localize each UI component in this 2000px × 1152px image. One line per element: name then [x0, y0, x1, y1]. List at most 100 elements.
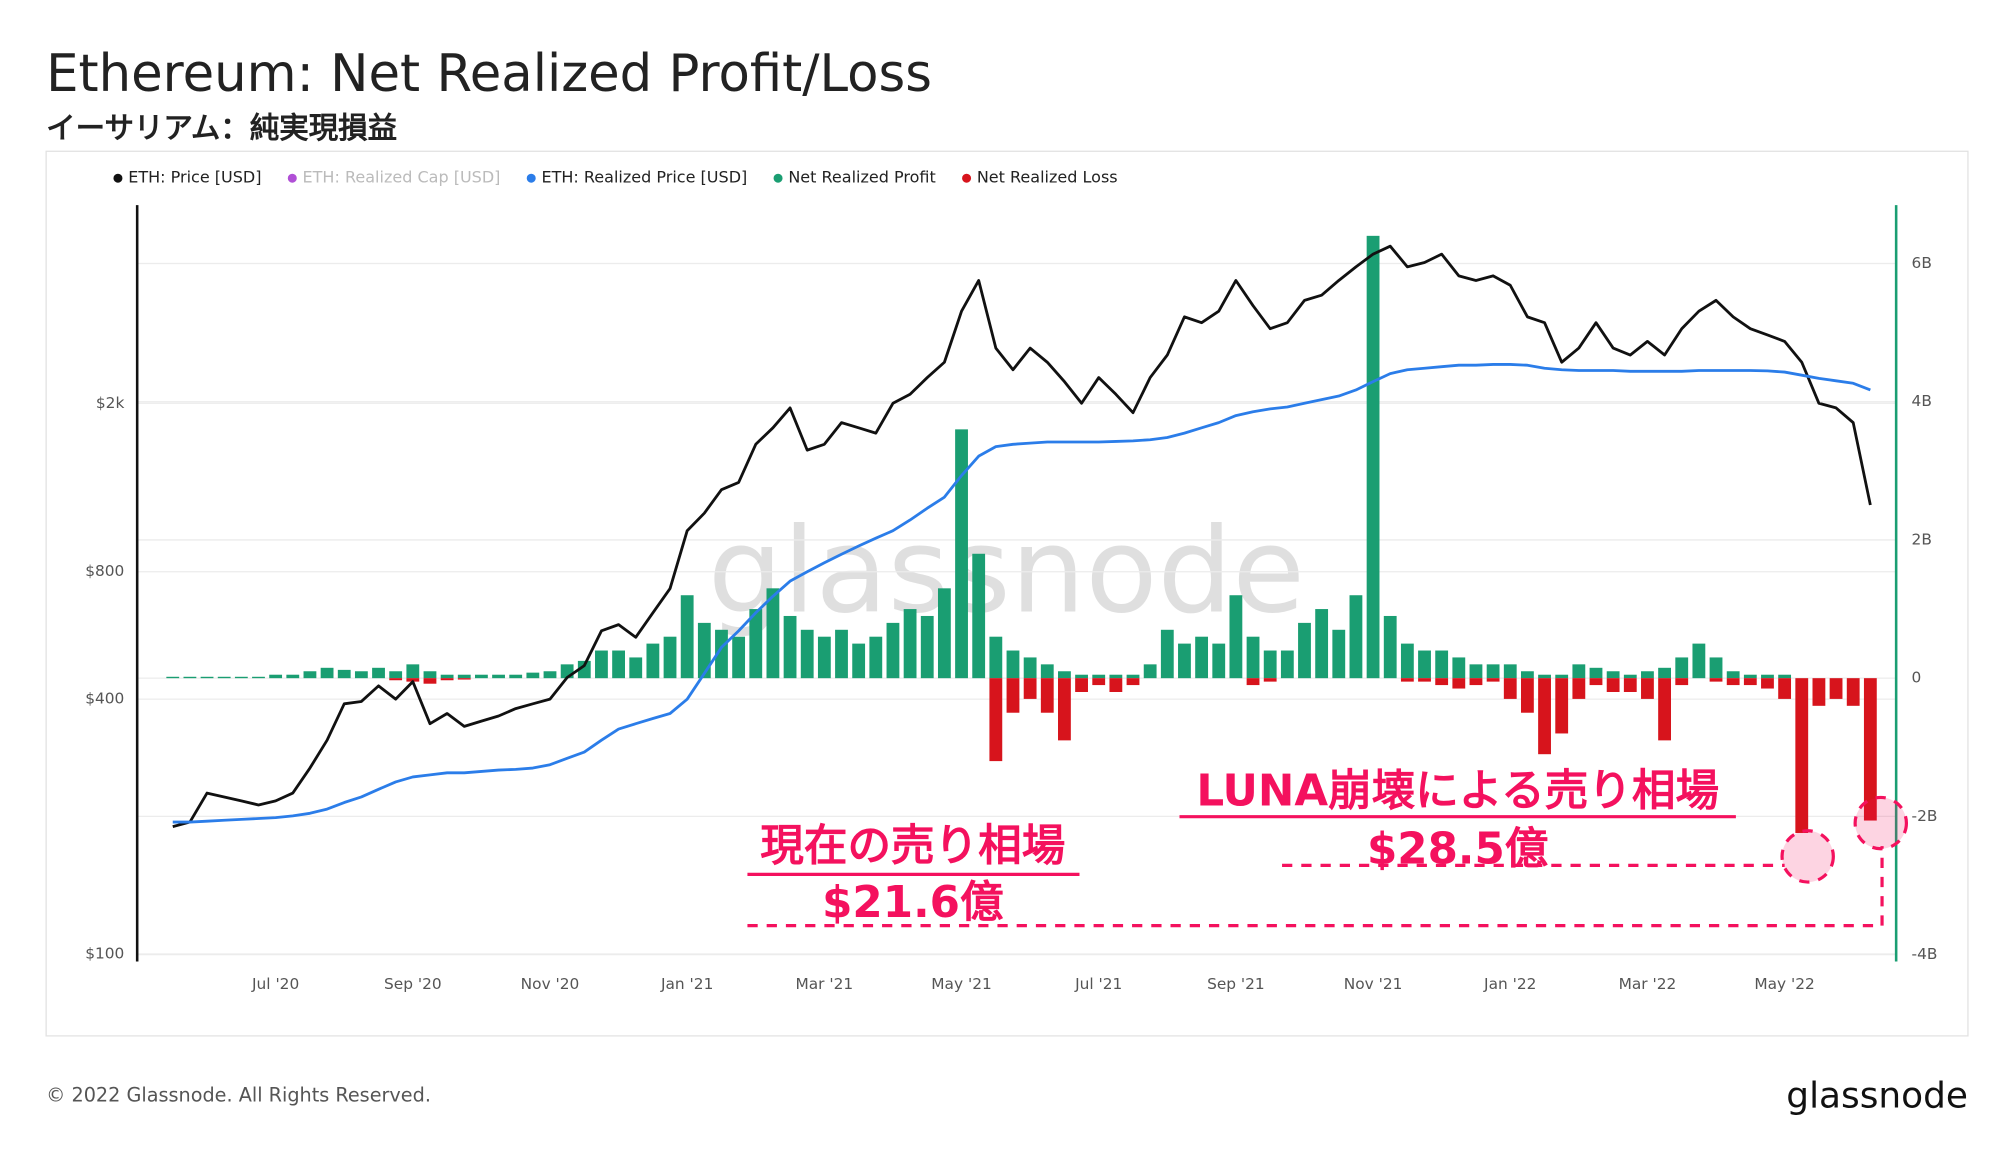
bar [629, 657, 643, 679]
bar [1503, 664, 1517, 679]
x-tick-label: Jan '21 [660, 975, 713, 993]
bar [252, 676, 265, 679]
bar [1606, 671, 1620, 679]
bar [1692, 643, 1706, 679]
bar [1058, 671, 1071, 679]
bar [835, 629, 848, 679]
bar [595, 650, 608, 679]
bar [1006, 650, 1020, 679]
bar [1538, 678, 1551, 755]
bar [800, 629, 814, 679]
bar [697, 622, 711, 679]
bar [457, 674, 471, 679]
bar [183, 676, 197, 679]
bar [1092, 674, 1106, 679]
bar [457, 678, 471, 680]
bar [715, 629, 728, 679]
y-tick-label: $100 [85, 945, 124, 963]
bar [1606, 678, 1620, 692]
line [172, 363, 1871, 824]
chart-subtitle: イーサリアム：純実現損益 [46, 111, 397, 145]
bar [1400, 678, 1414, 682]
bar [1486, 664, 1500, 679]
y-tick-label: $400 [85, 690, 124, 708]
bar [1075, 674, 1088, 679]
bar [955, 429, 968, 679]
x-tick-label: Sep '20 [384, 975, 442, 993]
bar [389, 678, 403, 681]
bar [303, 671, 317, 679]
y2-tick-label: 0 [1912, 669, 1922, 687]
bar [406, 664, 420, 679]
x-tick-label: Jul '21 [1074, 975, 1122, 993]
logo: glassnode [1786, 1075, 1968, 1116]
y2-tick-label: 2B [1912, 530, 1932, 548]
bar [1298, 622, 1311, 679]
x-tick-label: Nov '21 [1344, 975, 1403, 993]
x-tick-label: Jan '22 [1483, 975, 1536, 993]
y2-tick-label: -2B [1912, 807, 1938, 825]
bar [1195, 636, 1209, 679]
bar [320, 667, 334, 679]
bar [1623, 678, 1637, 692]
legend-swatch [526, 173, 536, 183]
bar [1555, 674, 1569, 679]
bar [1658, 678, 1671, 741]
bar [749, 609, 763, 679]
footer: © 2022 Glassnode. All Rights Reserved. [46, 1084, 431, 1107]
y-tick-label: $2k [96, 394, 125, 412]
bar [1709, 678, 1723, 682]
bar [1400, 643, 1414, 679]
annotation: 現在の売り相場 [760, 822, 1065, 872]
bar [1092, 678, 1106, 686]
bar [1795, 678, 1809, 833]
bar [937, 588, 951, 679]
bar [1778, 678, 1792, 699]
bar [1589, 678, 1603, 686]
bar [1726, 671, 1740, 679]
bar [423, 678, 437, 684]
bar [389, 671, 403, 679]
bar [1366, 235, 1380, 679]
bar [1743, 678, 1757, 686]
x-tick-label: May '22 [1754, 975, 1814, 993]
bar [1109, 678, 1123, 692]
bar [1641, 671, 1654, 679]
bar [732, 636, 746, 679]
bar [1040, 664, 1054, 679]
y2-tick-label: 4B [1912, 392, 1932, 410]
bar [1469, 664, 1483, 679]
annotation-circle [1853, 795, 1909, 851]
bar [1452, 678, 1466, 689]
annotation: LUNA崩壊による売り相場 [1196, 767, 1719, 817]
bar [543, 671, 557, 679]
bar [492, 674, 505, 679]
y-tick-label: $800 [85, 562, 124, 580]
bar [852, 643, 866, 679]
bar [663, 636, 677, 679]
bar [1178, 643, 1191, 679]
bar [166, 676, 180, 679]
bar [217, 676, 231, 679]
bar [1778, 674, 1792, 679]
bar [200, 676, 214, 679]
bar [1589, 667, 1603, 679]
bar [903, 609, 917, 679]
bar [286, 674, 300, 679]
bar [1246, 636, 1260, 679]
bar [989, 678, 1003, 762]
bar [612, 650, 625, 679]
bar [886, 622, 900, 679]
bar [1726, 678, 1740, 686]
bar [1143, 664, 1157, 679]
bar [1023, 657, 1037, 679]
bar [1538, 674, 1551, 679]
bar [1572, 678, 1586, 699]
bar [1520, 678, 1534, 713]
bar [1435, 650, 1449, 679]
bar [766, 588, 780, 679]
bar [1006, 678, 1020, 713]
bar [1418, 650, 1431, 679]
bar [1332, 629, 1346, 679]
